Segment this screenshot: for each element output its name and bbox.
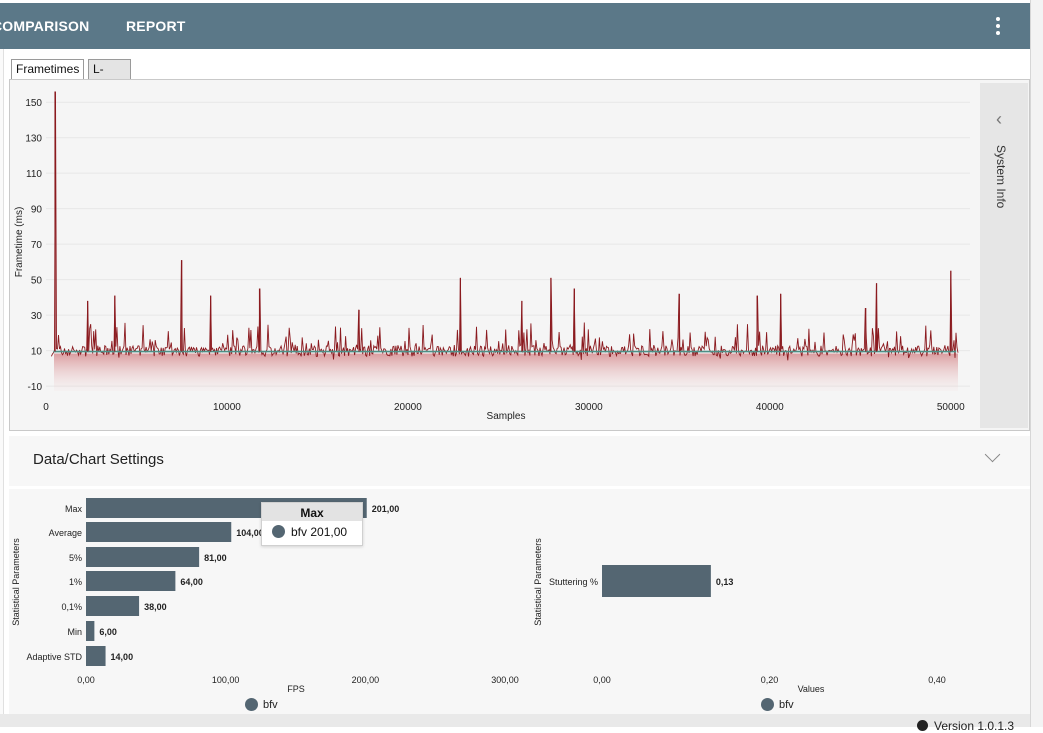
bar [86,646,106,666]
x-tick-label: 50000 [937,402,965,413]
x-tick-label: 40000 [756,402,784,413]
y-tick-label: 10 [31,347,43,358]
category-label: Stuttering % [549,577,598,587]
y-tick-label: 30 [31,311,43,322]
x-tick-label: 0 [43,402,49,413]
x-tick-label: 200,00 [352,675,380,685]
legend-dot-icon [761,698,774,711]
data-chart-settings-header[interactable]: Data/Chart Settings [9,436,1030,486]
x-axis-title: Samples [487,411,526,422]
version-info: Version 1.0.1.3 [917,719,1014,733]
x-tick-label: 0,40 [928,675,946,685]
legend-label: bfv [779,699,794,711]
value-label: 6,00 [99,627,117,637]
chevron-left-icon[interactable]: ‹ [996,109,1002,129]
value-label: 81,00 [204,553,227,563]
bar [86,547,200,567]
system-info-panel[interactable]: ‹ System Info [980,83,1028,428]
category-label: Max [65,504,83,514]
y-tick-label: 70 [31,240,43,251]
tooltip-value: 201,00 [310,525,348,539]
bar [86,621,95,641]
series-dot-icon [272,525,285,538]
x-tick-label: 10000 [213,402,241,413]
y-tick-label: 90 [31,205,43,216]
x-tick-label: 20000 [394,402,422,413]
bar [86,522,232,542]
frametime-area [54,353,958,391]
x-tick-label: 0,00 [77,675,95,685]
x-axis-title: FPS [287,684,305,694]
info-icon [917,720,928,731]
bar [86,596,140,616]
category-label: 1% [69,577,82,587]
values-chart-legend[interactable]: bfv [761,698,794,711]
bar [86,571,176,591]
window-scrollbar[interactable] [1030,0,1043,727]
value-label: 38,00 [144,602,167,612]
y-tick-label: 150 [25,98,42,109]
x-tick-label: 300,00 [491,675,519,685]
category-label: 0,1% [61,602,82,612]
bar [602,565,711,597]
legend-dot-icon [245,698,258,711]
category-label: Min [67,627,82,637]
value-label: 201,00 [372,504,400,514]
top-app-bar: COMPARISON REPORT [0,3,1030,49]
value-label: 64,00 [180,577,203,587]
y-axis-title: Statistical Parameters [11,538,21,626]
y-tick-label: 50 [31,276,43,287]
nav-report[interactable]: REPORT [126,18,186,34]
x-axis-title: Values [798,684,825,694]
settings-title: Data/Chart Settings [33,451,164,468]
left-panel-edge [0,49,4,714]
more-vert-icon[interactable] [991,17,1005,37]
value-label: 0,13 [716,577,734,587]
x-tick-label: 100,00 [212,675,240,685]
y-tick-label: 130 [25,134,42,145]
fps-chart-legend[interactable]: bfv [245,698,278,711]
y-axis-title: Frametime (ms) [14,207,25,278]
tooltip-title: Max [262,503,362,521]
x-tick-label: 30000 [575,402,603,413]
y-tick-label: 110 [26,169,42,180]
x-tick-label: 0,20 [761,675,779,685]
nav-comparison[interactable]: COMPARISON [0,18,90,34]
status-bar [0,714,1030,727]
tooltip-body: bfv 201,00 [272,524,347,540]
category-label: Adaptive STD [26,652,82,662]
chart-tooltip: Max bfv 201,00 [261,502,363,546]
system-info-label: System Info [994,145,1008,209]
value-label: 104,00 [236,528,264,538]
x-tick-label: 0,00 [593,675,611,685]
y-axis-title: Statistical Parameters [533,538,543,626]
legend-label: bfv [263,699,278,711]
version-label: Version 1.0.1.3 [934,719,1015,733]
value-label: 14,00 [111,652,134,662]
y-tick-label: -10 [28,382,43,393]
tooltip-series: bfv [291,525,308,539]
category-label: 5% [69,553,82,563]
category-label: Average [49,528,82,538]
